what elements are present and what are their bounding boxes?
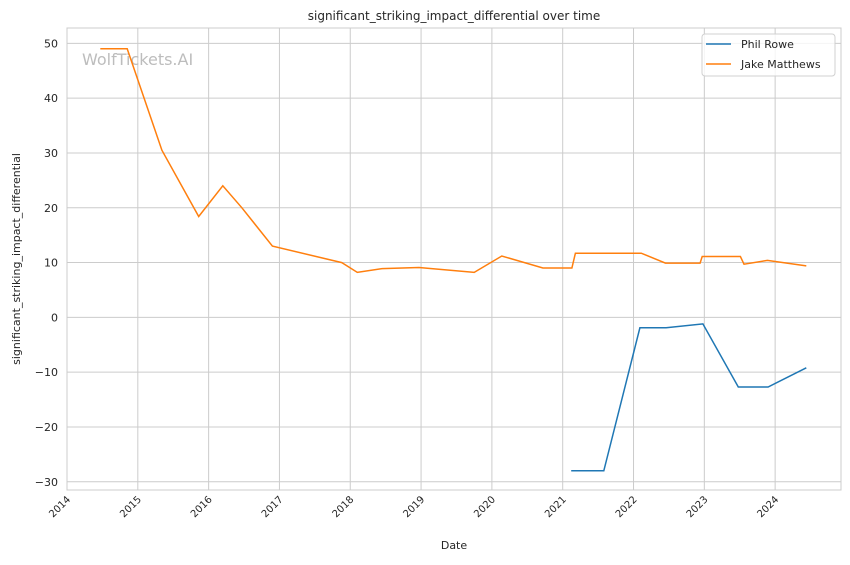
y-tick-label: −20 — [35, 421, 58, 434]
x-tick-label: 2016 — [189, 494, 215, 520]
chart-title: significant_striking_impact_differential… — [308, 9, 600, 23]
x-tick-label: 2022 — [614, 494, 640, 520]
legend-box — [701, 33, 836, 77]
y-tick-label: 0 — [51, 311, 58, 324]
legend-label-phil-rowe: Phil Rowe — [741, 38, 794, 51]
y-tick-label: −10 — [35, 366, 58, 379]
x-tick-label: 2014 — [47, 494, 73, 520]
series-lines — [100, 48, 807, 472]
legend: Phil Rowe Jake Matthews — [701, 33, 836, 77]
y-tick-label: 30 — [44, 147, 58, 160]
x-tick-label: 2020 — [472, 494, 498, 520]
plot-frame — [66, 27, 842, 491]
x-tick-label: 2024 — [755, 494, 781, 520]
x-tick-label: 2017 — [260, 494, 286, 520]
y-tick-label: 50 — [44, 37, 58, 50]
x-tick-label: 2018 — [331, 494, 357, 520]
series-line-phil-rowe — [571, 323, 807, 472]
x-tick-label: 2019 — [401, 494, 427, 520]
legend-label-jake-matthews: Jake Matthews — [740, 58, 821, 71]
grid — [66, 28, 841, 490]
y-axis-label: significant_striking_impact_differential — [10, 153, 23, 365]
series-line-jake-matthews — [100, 48, 807, 274]
x-axis-label: Date — [441, 539, 468, 552]
axis-ticks: 2014 2015 2016 2017 2018 2019 2020 2021 2022 2023… — [35, 37, 781, 520]
x-tick-label: 2021 — [543, 494, 569, 520]
y-tick-label: 10 — [44, 257, 58, 270]
y-tick-label: −30 — [35, 476, 58, 489]
watermark: WolfTickets.AI — [82, 50, 193, 69]
y-tick-label: 20 — [44, 202, 58, 215]
x-tick-label: 2023 — [685, 494, 711, 520]
x-tick-label: 2015 — [118, 494, 144, 520]
y-tick-label: 40 — [44, 92, 58, 105]
